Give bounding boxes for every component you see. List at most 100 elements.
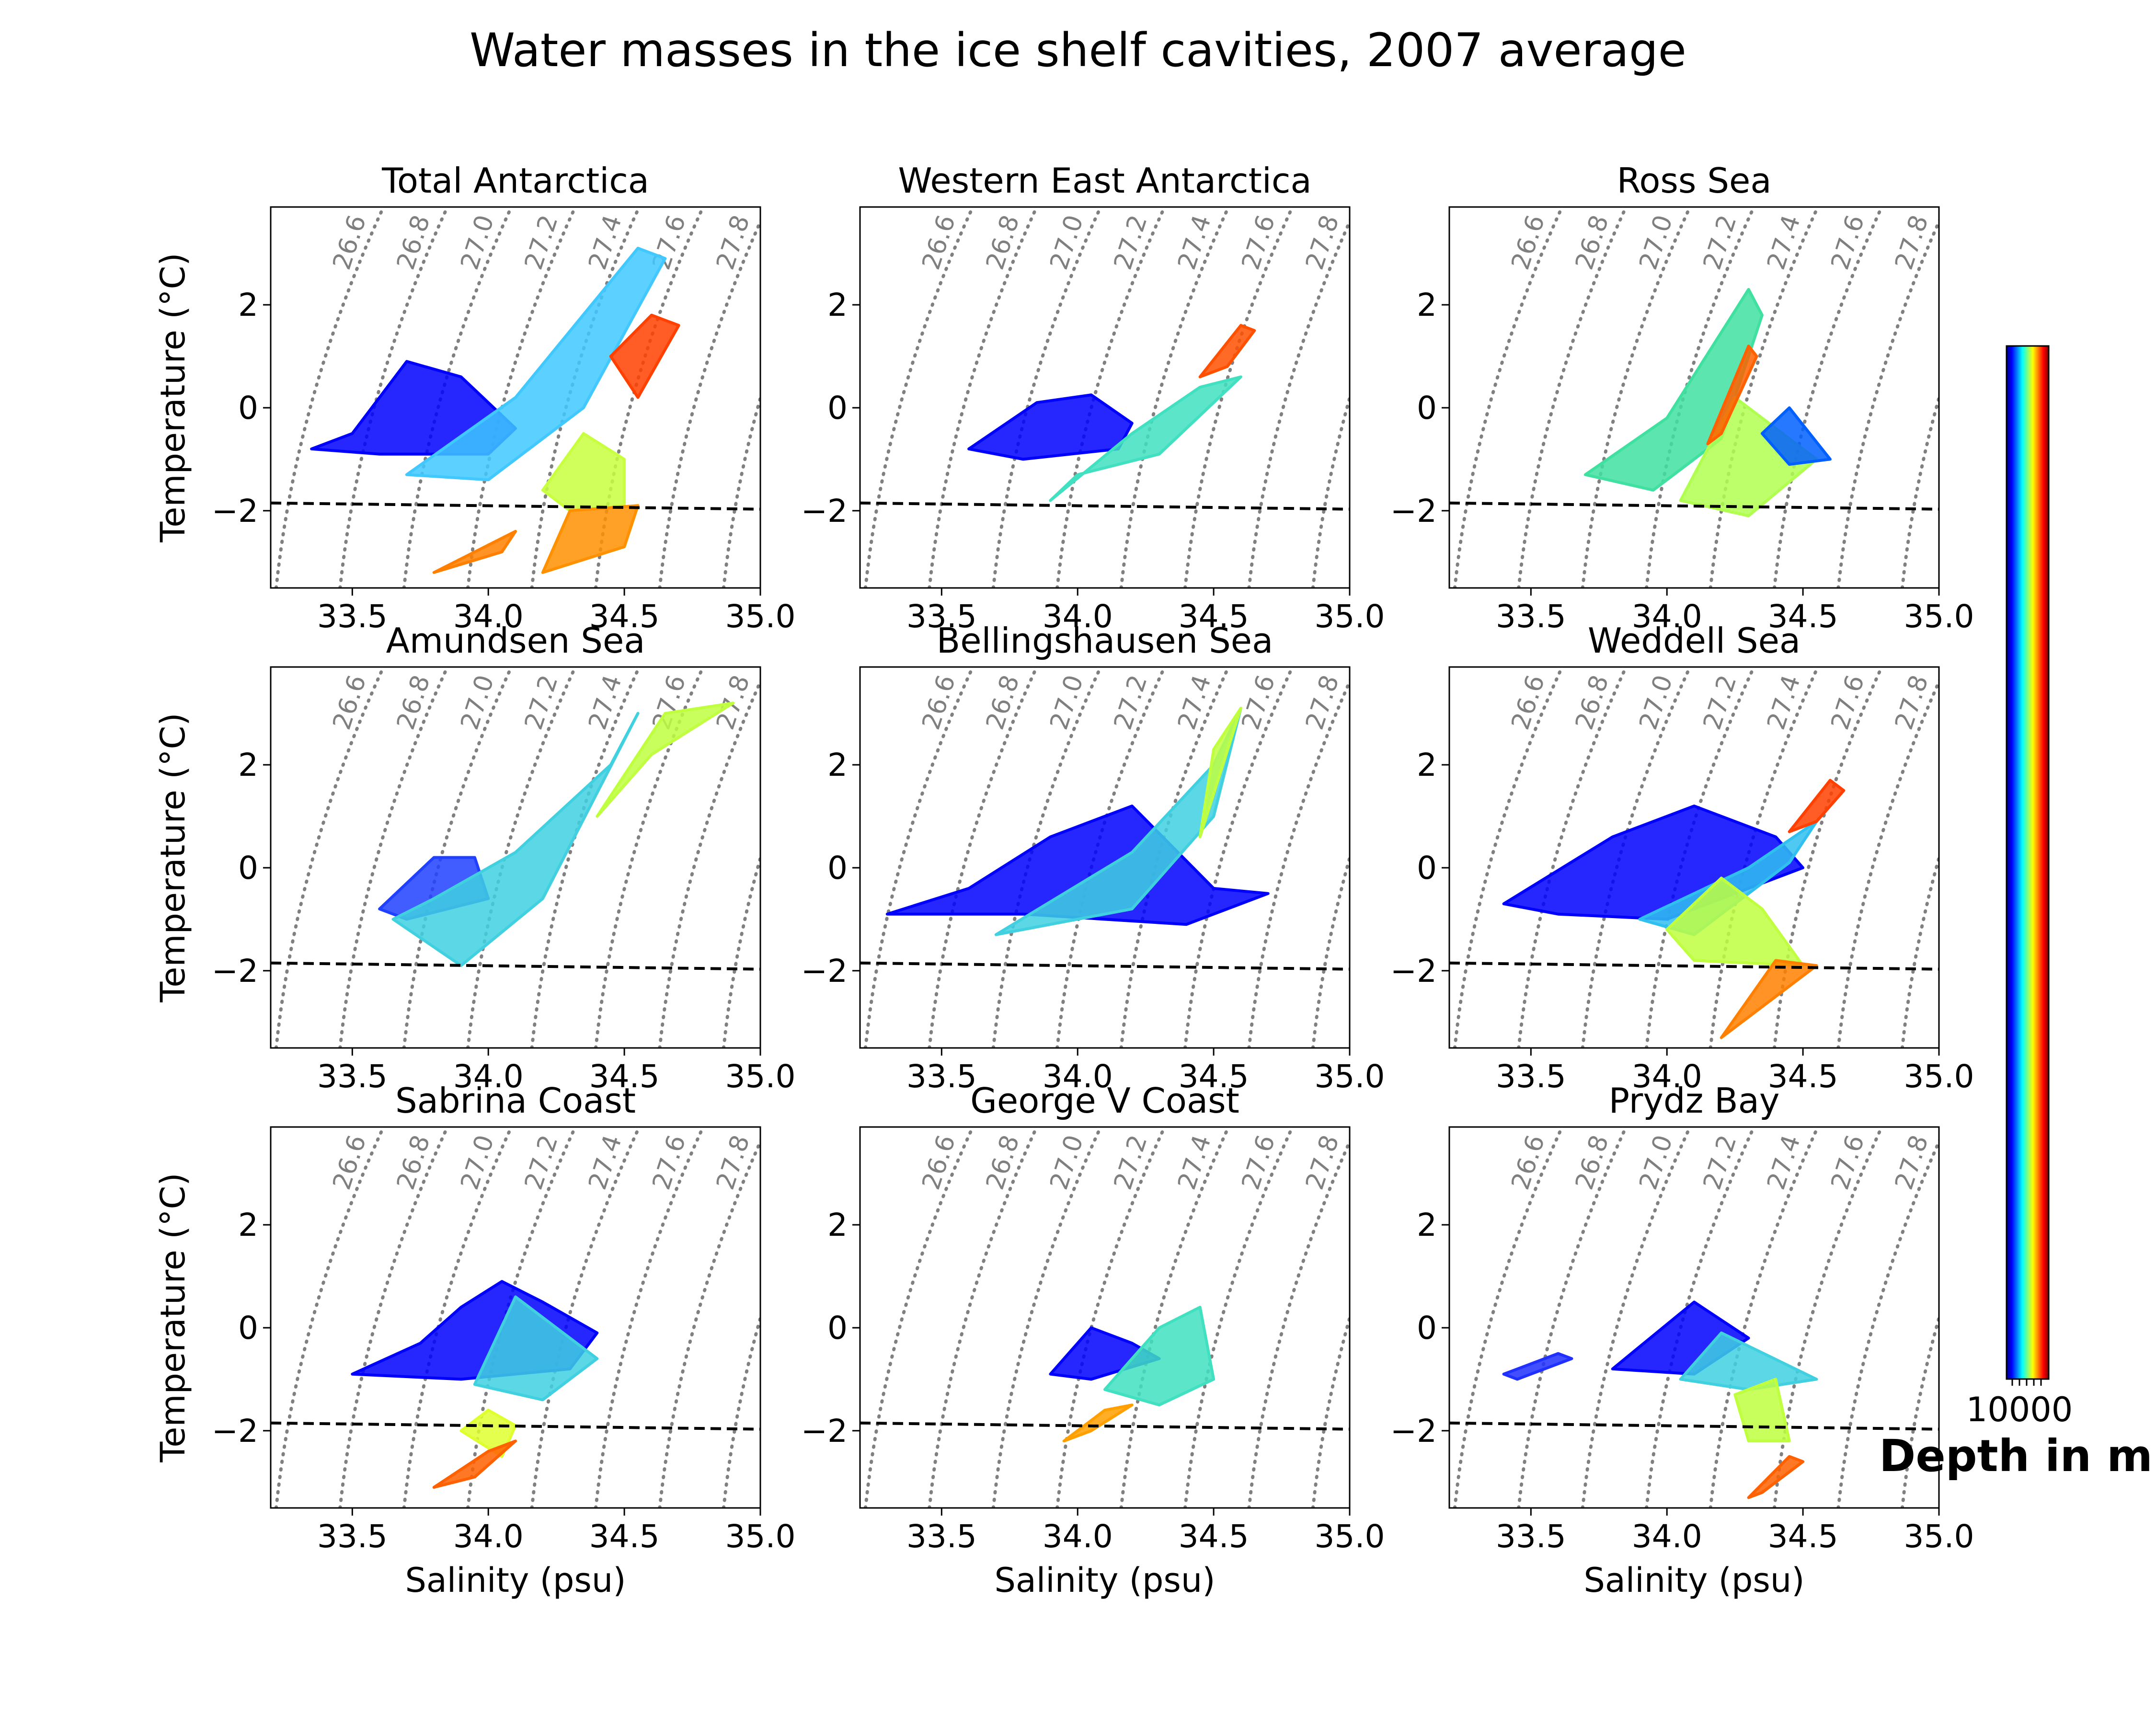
isopycnal-label: 28.0	[1942, 1162, 1987, 1224]
isopycnal-label: 26.8	[391, 672, 436, 734]
isopycnal-label: 27.8	[711, 212, 756, 274]
y-axis-label: Temperature (°C)	[153, 713, 193, 1002]
isopycnal-label: 26.6	[1506, 212, 1550, 274]
water-mass-cluster	[1747, 1455, 1805, 1499]
y-tick-label: 2	[238, 287, 258, 323]
isopycnal-label: 27.4	[1762, 1132, 1806, 1194]
isopycnal-label: 27.2	[519, 672, 564, 734]
freezing-point-line	[1449, 961, 1939, 971]
isopycnal-label: 27.8	[1890, 212, 1934, 274]
plot-area: 26.6 26.8 27.0 27.2 27.4 27.6 27.828.0	[860, 1127, 1350, 1508]
isopycnal-label: 27.0	[1634, 1132, 1678, 1194]
y-tick-label: −2	[801, 953, 848, 989]
isopycnal-line	[863, 207, 975, 588]
water-mass-cluster	[967, 393, 1134, 461]
isopycnal-label: 27.2	[1698, 1132, 1743, 1194]
isopycnal-line	[1773, 207, 1883, 588]
isopycnal-line	[1119, 1127, 1230, 1508]
x-tick-label: 34.0	[1043, 598, 1113, 635]
isopycnal-label: 26.8	[1570, 212, 1615, 274]
water-mass-cluster	[1760, 406, 1832, 466]
isopycnal-label: 26.8	[1570, 672, 1615, 734]
isopycnal-label: 27.6	[1237, 1132, 1281, 1194]
isopycnal-label: 26.8	[391, 1132, 436, 1194]
x-tick-label: 35.0	[1315, 1058, 1385, 1095]
isopycnal-label: 26.6	[917, 1132, 961, 1194]
freezing-point-line	[860, 961, 1350, 971]
freezing-point-line	[1449, 501, 1939, 511]
isopycnal-line	[594, 1127, 705, 1508]
isopycnal-line	[1119, 207, 1230, 588]
isopycnal-label: 26.8	[981, 672, 1025, 734]
water-mass-cluster	[473, 1295, 599, 1402]
x-tick-label: 33.5	[1496, 1518, 1566, 1555]
isopycnal-line	[1517, 207, 1628, 588]
isopycnal-label: 27.2	[519, 212, 564, 274]
y-axis-label: Temperature (°C)	[153, 253, 193, 542]
isopycnal-label: 27.8	[1300, 212, 1345, 274]
x-tick-label: 34.0	[1632, 598, 1702, 635]
isopycnal-label: 27.4	[1172, 1132, 1217, 1194]
isopycnal-line	[1581, 1127, 1692, 1508]
x-tick-label: 34.5	[589, 1058, 660, 1095]
y-tick-label: 2	[238, 747, 258, 783]
isopycnal-line	[530, 667, 641, 1048]
panel-title: Amundsen Sea	[386, 621, 645, 661]
panel-title: Prydz Bay	[1609, 1081, 1780, 1121]
water-mass-cluster	[1049, 375, 1242, 502]
isopycnal-label: 26.6	[327, 1132, 372, 1194]
y-tick-label: 2	[1417, 1207, 1437, 1243]
freezing-point-line	[271, 1421, 760, 1431]
y-tick-label: 0	[1417, 850, 1437, 886]
water-mass-cluster	[405, 246, 667, 482]
water-mass-cluster	[1198, 706, 1242, 839]
y-tick-label: −2	[1390, 953, 1437, 989]
isopycnal-label: 26.8	[981, 212, 1025, 274]
x-tick-label: 35.0	[1315, 1518, 1385, 1555]
colorbar: 10000 Depth in m	[1879, 345, 2153, 1482]
panel-3: 26.6 26.8 27.0 27.2 27.4 27.6 27.828.033.5 34.0…	[153, 621, 795, 1095]
isopycnal-line	[594, 207, 705, 588]
water-mass-cluster	[1720, 959, 1818, 1039]
panel-1: 26.6 26.8 27.0 27.2 27.4 27.6 27.828.0 33.5 34.0…	[801, 161, 1385, 635]
isopycnal-label: 26.6	[917, 672, 961, 734]
isopycnal-line	[991, 1127, 1102, 1508]
isopycnal-label: 27.0	[455, 672, 500, 734]
panel-2: 26.6 26.8 27.0 27.2 27.4 27.6 27.828.0 33.5 34.0…	[1390, 161, 1987, 635]
isopycnal-line	[402, 1127, 513, 1508]
isopycnal-label: 27.2	[1698, 212, 1743, 274]
plot-area: 26.6 26.8 27.0 27.2 27.4 27.6 27.828.0	[271, 207, 760, 588]
axes-frame	[270, 666, 761, 1049]
y-axis-label: Temperature (°C)	[153, 1173, 193, 1462]
x-tick-label: 34.5	[1179, 598, 1249, 635]
isopycnal-label: 27.2	[1109, 1132, 1153, 1194]
plot-area: 26.6 26.8 27.0 27.2 27.4 27.6 27.828.0	[860, 667, 1350, 1048]
isopycnal-line	[1183, 207, 1294, 588]
water-mass-cluster	[609, 313, 680, 399]
isopycnal-label: 27.0	[1634, 672, 1678, 734]
isopycnal-line	[466, 207, 577, 588]
panel-title: George V Coast	[970, 1081, 1239, 1121]
x-tick-label: 34.5	[589, 1518, 660, 1555]
panel-title: Sabrina Coast	[395, 1081, 636, 1121]
isopycnal-label: 27.0	[455, 1132, 500, 1194]
x-tick-label: 33.5	[317, 598, 388, 635]
y-tick-label: −2	[212, 493, 258, 529]
x-tick-label: 34.5	[1768, 598, 1838, 635]
isopycnal-label: 27.0	[1044, 212, 1089, 274]
colorbar-tick-label: 10000	[1966, 1390, 2073, 1429]
isopycnal-label: 27.4	[583, 672, 628, 734]
panel-0: 26.6 26.8 27.0 27.2 27.4 27.6 27.828.033.5 34.0…	[153, 161, 795, 635]
freezing-point-line	[860, 501, 1350, 511]
axes-frame	[1448, 206, 1940, 589]
colorbar-ticks	[2011, 1379, 2042, 1386]
y-tick-label: 0	[827, 1310, 848, 1346]
isopycnal-label: 27.4	[1172, 212, 1217, 274]
isopycnal-label: 28.0	[1942, 242, 1987, 304]
panel-title: Western East Antarctica	[898, 161, 1311, 201]
panel-6: 26.6 26.8 27.0 27.2 27.4 27.6 27.828.0 33.5 34.0…	[153, 1081, 795, 1600]
isopycnal-label: 27.4	[583, 212, 628, 274]
isopycnal-label: 26.6	[1506, 672, 1550, 734]
isopycnal-label: 27.4	[1762, 672, 1806, 734]
